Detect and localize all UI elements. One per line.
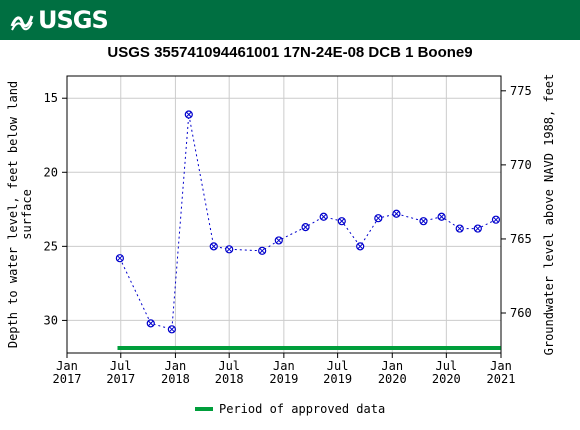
data-point-cross-b — [493, 216, 499, 223]
data-point — [473, 224, 482, 233]
data-point — [115, 254, 124, 263]
x-tick-label: Jul — [218, 359, 240, 373]
legend-label: Period of approved data — [219, 402, 386, 416]
usgs-logo[interactable]: USGS — [10, 5, 109, 35]
x-tick-label-year: 2021 — [487, 372, 516, 386]
y2-tick-label: 770 — [510, 158, 532, 172]
data-point — [374, 214, 383, 223]
usgs-wave-icon — [10, 15, 34, 31]
x-tick-label-year: 2018 — [215, 372, 244, 386]
data-point — [491, 215, 501, 224]
y2-tick-label: 765 — [510, 232, 532, 246]
x-tick-label-year: 2018 — [161, 372, 190, 386]
data-point — [184, 110, 193, 119]
y2-tick-label: 760 — [510, 306, 532, 320]
data-point-cross-b — [438, 213, 445, 220]
data-point-cross-b — [393, 210, 400, 217]
data-point — [301, 222, 310, 232]
data-point-cross-b — [302, 224, 309, 230]
data-point-cross-b — [456, 225, 463, 232]
data-point-cross-b — [474, 225, 481, 232]
data-point-cross-b — [357, 243, 364, 250]
data-point-cross-b — [275, 237, 282, 244]
x-tick-label: Jan — [273, 359, 295, 373]
x-tick-label-year: 2020 — [432, 372, 461, 386]
y2-tick-label: 775 — [510, 84, 532, 98]
data-point-cross-b — [259, 247, 266, 254]
x-tick-label-year: 2017 — [53, 372, 82, 386]
x-tick-label: Jan — [490, 359, 512, 373]
data-point — [419, 217, 428, 226]
y-tick-label: 30 — [44, 313, 58, 327]
data-point-cross-b — [210, 243, 217, 250]
usgs-banner — [0, 0, 580, 40]
data-point-cross-b — [320, 213, 327, 220]
data-point — [455, 224, 464, 233]
data-point-cross-b — [226, 246, 233, 253]
y-tick-label: 15 — [44, 91, 58, 105]
x-tick-label-year: 2019 — [269, 372, 298, 386]
data-point-cross-b — [338, 218, 345, 225]
data-point — [167, 325, 176, 334]
x-tick-label: Jan — [56, 359, 78, 373]
data-point — [146, 319, 155, 328]
y-axis-label-line1: Depth to water level, feet below land — [6, 81, 20, 348]
legend-swatch-approved — [195, 407, 213, 411]
data-point — [356, 242, 365, 251]
x-tick-label: Jul — [327, 359, 349, 373]
data-point — [337, 217, 346, 226]
x-tick-label: Jan — [165, 359, 187, 373]
y-tick-label: 20 — [44, 165, 58, 179]
x-tick-label: Jul — [110, 359, 132, 373]
legend: Period of approved data — [195, 402, 385, 416]
data-point-cross-b — [185, 111, 192, 118]
data-point — [274, 236, 283, 245]
data-point-cross-b — [375, 215, 382, 222]
data-point — [258, 246, 267, 255]
y-axis-label-line2: surface — [20, 189, 34, 240]
y2-axis-label: Groundwater level above NAVD 1988, feet — [542, 74, 556, 356]
data-point-cross-b — [117, 255, 123, 262]
x-tick-label-year: 2017 — [106, 372, 135, 386]
logo-text: USGS — [38, 6, 109, 34]
x-tick-label-year: 2019 — [323, 372, 352, 386]
data-point-cross-b — [147, 320, 154, 327]
data-point — [225, 245, 234, 254]
data-point — [319, 212, 328, 221]
chart-title: USGS 355741094461001 17N-24E-08 DCB 1 Bo… — [107, 44, 473, 61]
data-point-cross-b — [420, 218, 427, 225]
data-point-cross-b — [169, 326, 175, 333]
x-tick-label-year: 2020 — [378, 372, 407, 386]
x-tick-label: Jan — [381, 359, 403, 373]
data-point — [437, 212, 446, 221]
x-tick-label: Jul — [435, 359, 457, 373]
data-point — [392, 209, 401, 218]
y-axis-label: Depth to water level, feet below landsur… — [6, 81, 34, 348]
y-tick-label: 25 — [44, 239, 58, 253]
data-point — [209, 242, 218, 251]
